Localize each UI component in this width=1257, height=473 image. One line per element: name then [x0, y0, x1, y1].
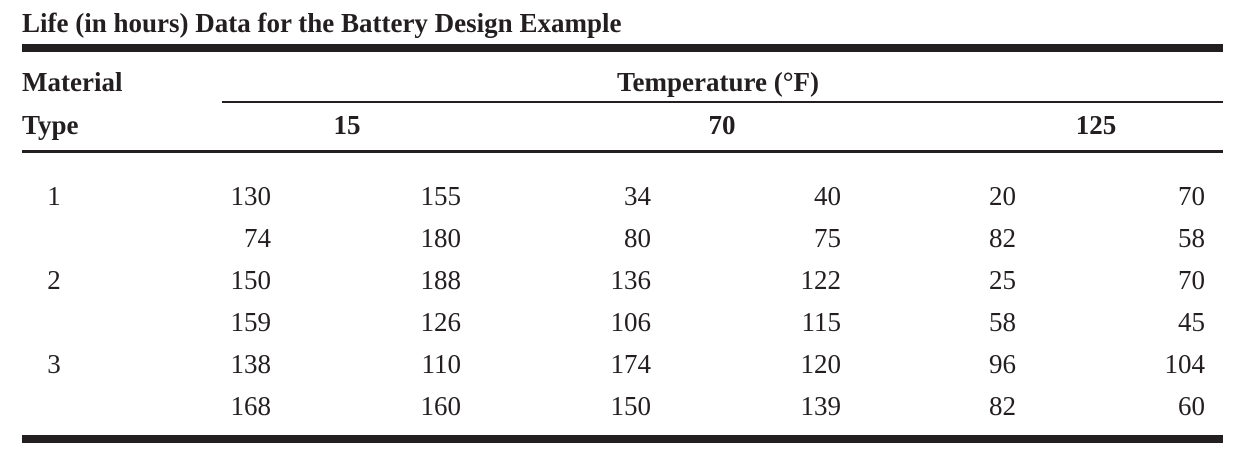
life-value-cell: 120 — [800, 349, 842, 379]
temperature-header-15: 15 — [333, 110, 361, 140]
temperature-rule — [222, 101, 1223, 103]
life-value-cell: 150 — [610, 391, 652, 421]
life-value-cell: 96 — [989, 349, 1016, 379]
temperature-header-70: 70 — [708, 110, 736, 140]
material-type-cell: 2 — [47, 265, 61, 295]
life-value-cell: 104 — [1164, 349, 1206, 379]
life-value-cell: 106 — [610, 307, 652, 337]
life-value-cell: 139 — [800, 391, 842, 421]
life-value-cell: 80 — [624, 223, 651, 253]
life-value-cell: 115 — [801, 307, 842, 337]
life-value-cell: 150 — [230, 265, 272, 295]
temperature-header-125: 125 — [1075, 110, 1117, 140]
material-type-cell: 1 — [47, 181, 61, 211]
life-value-cell: 136 — [610, 265, 652, 295]
life-value-cell: 174 — [610, 349, 652, 379]
life-value-cell: 45 — [1178, 307, 1205, 337]
life-value-cell: 58 — [1178, 223, 1205, 253]
life-value-cell: 40 — [814, 181, 841, 211]
life-value-cell: 168 — [230, 391, 272, 421]
header-rule — [22, 150, 1223, 153]
life-value-cell: 126 — [420, 307, 462, 337]
life-value-cell: 188 — [420, 265, 462, 295]
life-value-cell: 159 — [230, 307, 272, 337]
material-type-cell: 3 — [47, 349, 61, 379]
life-value-cell: 58 — [989, 307, 1016, 337]
life-value-cell: 20 — [989, 181, 1016, 211]
life-value-cell: 180 — [420, 223, 462, 253]
life-value-cell: 70 — [1178, 265, 1205, 295]
life-value-cell: 160 — [420, 391, 462, 421]
life-value-cell: 155 — [420, 181, 462, 211]
life-value-cell: 74 — [244, 223, 271, 253]
life-value-cell: 60 — [1178, 391, 1205, 421]
life-value-cell: 138 — [230, 349, 272, 379]
table-title: Life (in hours) Data for the Battery Des… — [22, 8, 622, 38]
life-value-cell: 82 — [989, 223, 1016, 253]
row-header-type: Type — [22, 110, 79, 140]
life-value-cell: 122 — [800, 265, 842, 295]
life-value-cell: 25 — [989, 265, 1016, 295]
life-value-cell: 34 — [624, 181, 651, 211]
top-rule — [22, 44, 1223, 52]
life-value-cell: 130 — [230, 181, 272, 211]
temperature-group-header: Temperature (°F) — [617, 67, 819, 97]
life-value-cell: 82 — [989, 391, 1016, 421]
row-header-material: Material — [22, 67, 123, 97]
life-value-cell: 75 — [814, 223, 841, 253]
life-value-cell: 110 — [421, 349, 462, 379]
bottom-rule — [22, 435, 1223, 443]
life-value-cell: 70 — [1178, 181, 1205, 211]
